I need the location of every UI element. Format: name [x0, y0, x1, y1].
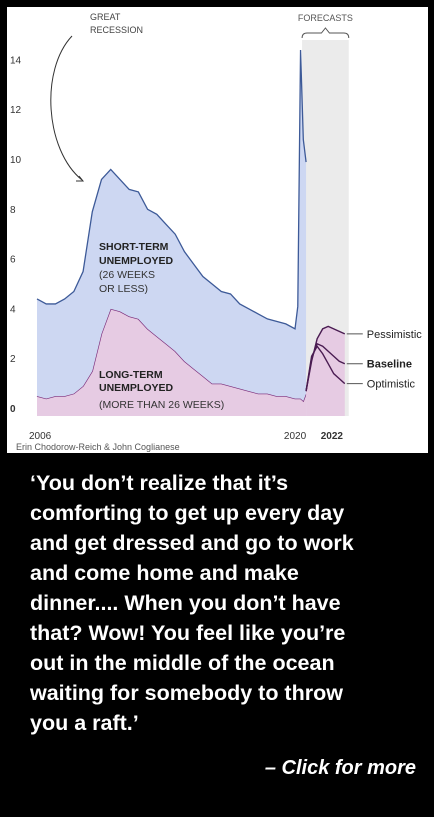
annotation: GREAT [90, 12, 121, 22]
forecast-line [305, 342, 346, 392]
forecast-title: FORECASTS [298, 13, 353, 23]
quote-line: waiting for somebody to throw [30, 681, 343, 705]
legend-label: Pessimistic [367, 329, 423, 341]
quote-line: dinner.... When you don’t have [30, 591, 341, 615]
forecast-line [305, 344, 346, 392]
y-tick-label: 10 [10, 155, 22, 166]
area [37, 49, 307, 402]
quote-line: and come home and make [30, 561, 299, 585]
x-tick-label: 2022 [321, 431, 344, 442]
legend-label: Optimistic [367, 379, 416, 391]
y-tick-label: 12 [10, 105, 22, 116]
quote: ‘You don’t realize that it’s comforting t… [30, 468, 420, 738]
source: Erin Chodorow-Reich & John Coglianese [16, 442, 180, 452]
arrow-head [76, 175, 85, 182]
annotation-arrow [50, 35, 83, 181]
y-tick-label: 4 [10, 304, 16, 315]
y-tick-label: 0 [10, 404, 16, 415]
area [37, 308, 307, 416]
quote-line: comforting to get up every day [30, 501, 345, 525]
quote-line: ‘You don’t realize that it’s [30, 471, 289, 495]
chart: FORECASTS 0 2 4 6 8 10 12 14 2006 2020 2022 Pessimis… [7, 7, 428, 453]
series-label: UNEMPLOYED [99, 382, 174, 394]
click-for-more[interactable]: – Click for more [264, 757, 416, 779]
quote-line: out in the middle of the ocean [30, 651, 335, 675]
series-label: LONG-TERM [99, 369, 163, 381]
series-label: SHORT-TERM [99, 241, 169, 253]
y-tick-label: 8 [10, 205, 16, 216]
y-tick-label: 6 [10, 255, 16, 266]
series-sublabel: (26 WEEKS [99, 269, 155, 281]
series-sublabel: OR LESS) [99, 283, 148, 295]
series-label: UNEMPLOYED [99, 255, 174, 267]
area-line [36, 49, 307, 330]
quote-line: that? Wow! You feel like you’re [30, 621, 346, 645]
series-sublabel: (MORE THAN 26 WEEKS) [99, 399, 224, 411]
quote-line: and get dressed and go to work [30, 531, 354, 555]
forecast-bracket [301, 27, 350, 39]
y-tick-label: 2 [10, 354, 16, 365]
x-tick-label: 2020 [284, 431, 307, 442]
x-tick-label: 2006 [29, 431, 52, 442]
annotation: RECESSION [90, 25, 143, 35]
y-tick-label: 14 [10, 55, 22, 66]
legend-label: Baseline [367, 359, 412, 371]
quote-line: you a raft.’ [30, 711, 139, 735]
